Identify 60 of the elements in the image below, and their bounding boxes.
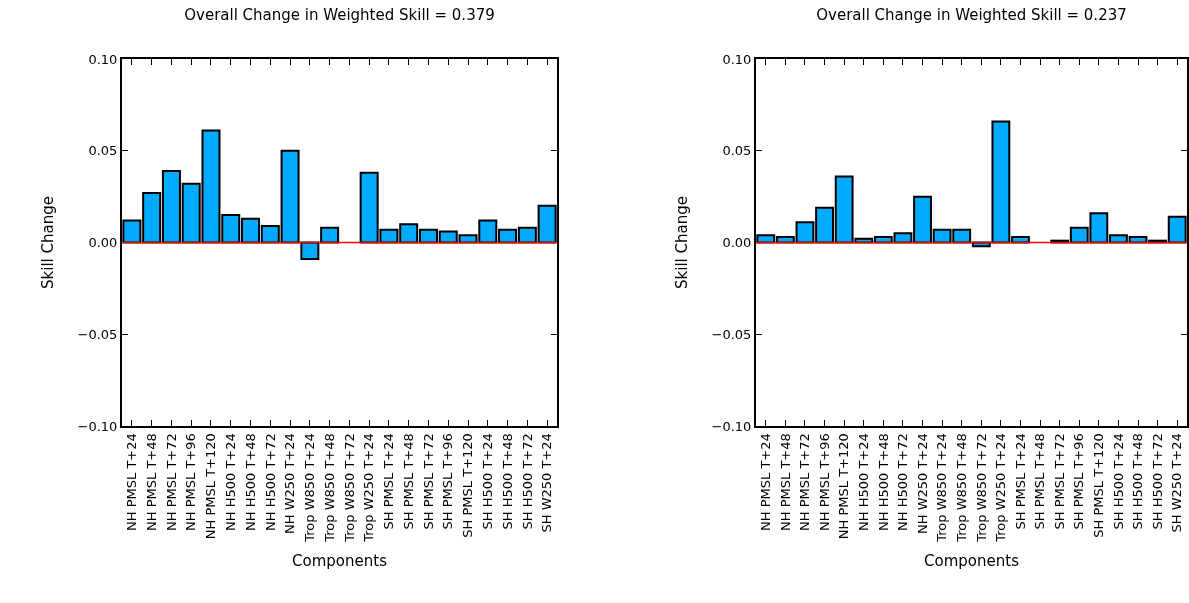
x-tick-label: SH H500 T+24	[480, 433, 496, 530]
x-tick-label: Trop W850 T+24	[934, 433, 950, 543]
x-tick-label: SH H500 T+72	[1149, 433, 1165, 530]
x-tick-label: NH PMSL T+24	[758, 433, 774, 531]
x-tick-label: NH H500 T+48	[875, 433, 891, 531]
y-tick-label: −0.05	[77, 326, 118, 342]
x-tick-label: NH H500 T+24	[855, 433, 871, 531]
x-tick-label: NH W250 T+24	[282, 433, 298, 535]
y-tick-label: 0.05	[88, 143, 118, 159]
x-tick-label: SH PMSL T+96	[1071, 433, 1087, 530]
x-tick-label: NH H500 T+72	[262, 433, 278, 531]
x-tick-label: SH H500 T+24	[1110, 433, 1126, 530]
x-tick-label: SH PMSL T+72	[1051, 433, 1067, 530]
x-tick-label: NH PMSL T+72	[797, 433, 813, 531]
x-tick-label: SH H500 T+48	[499, 433, 515, 530]
x-tick-label: SH PMSL T+120	[460, 433, 476, 538]
y-tick-label: −0.10	[711, 418, 752, 434]
x-tick-label: Trop W850 T+48	[321, 433, 337, 543]
x-tick-label: NH PMSL T+96	[183, 433, 199, 531]
x-tick-label: SH H500 T+48	[1130, 433, 1146, 530]
x-tick-label: SH PMSL T+120	[1091, 433, 1107, 538]
x-tick-label: Trop W850 T+72	[341, 433, 357, 543]
x-tick-label: NH W250 T+24	[914, 433, 930, 535]
chart-title: Overall Change in Weighted Skill = 0.379	[184, 5, 495, 24]
x-tick-label: NH PMSL T+48	[143, 433, 159, 531]
x-tick-label: NH PMSL T+96	[816, 433, 832, 531]
x-tick-label: Trop W850 T+48	[953, 433, 969, 543]
x-tick-label: NH PMSL T+120	[836, 433, 852, 540]
y-tick-label: 0.10	[88, 51, 118, 67]
chart-title: Overall Change in Weighted Skill = 0.237	[816, 5, 1127, 24]
x-tick-label: SH PMSL T+24	[381, 433, 397, 530]
y-tick-label: −0.05	[711, 326, 752, 342]
x-tick-label: Trop W250 T+24	[361, 433, 377, 543]
x-tick-label: NH PMSL T+48	[777, 433, 793, 531]
x-tick-label: SH PMSL T+48	[1032, 433, 1048, 530]
x-axis-title: Components	[292, 552, 388, 571]
y-tick-label: 0.00	[722, 235, 752, 251]
x-tick-label: NH H500 T+48	[242, 433, 258, 531]
x-tick-label: SH W250 T+24	[539, 433, 555, 533]
x-tick-label: NH PMSL T+24	[124, 433, 140, 531]
y-tick-label: −0.10	[77, 418, 118, 434]
x-tick-label: NH PMSL T+120	[203, 433, 219, 540]
x-tick-label: Trop W850 T+72	[973, 433, 989, 543]
y-tick-label: 0.05	[722, 143, 752, 159]
x-tick-label: SH W250 T+24	[1169, 433, 1185, 533]
x-tick-label: NH PMSL T+72	[163, 433, 179, 531]
y-axis-title: Skill Change	[673, 196, 692, 289]
x-tick-label: NH H500 T+72	[895, 433, 911, 531]
y-axis-title: Skill Change	[39, 196, 58, 289]
x-tick-label: SH H500 T+72	[519, 433, 535, 530]
x-tick-label: NH H500 T+24	[222, 433, 238, 531]
y-tick-label: 0.10	[722, 51, 752, 67]
x-tick-label: SH PMSL T+48	[400, 433, 416, 530]
x-tick-label: SH PMSL T+96	[440, 433, 456, 530]
x-axis-title: Components	[924, 552, 1020, 571]
x-tick-label: SH PMSL T+24	[1012, 433, 1028, 530]
x-tick-label: Trop W850 T+24	[302, 433, 318, 543]
x-tick-label: SH PMSL T+72	[420, 433, 436, 530]
y-tick-label: 0.00	[88, 235, 118, 251]
x-tick-label: Trop W250 T+24	[993, 433, 1009, 543]
